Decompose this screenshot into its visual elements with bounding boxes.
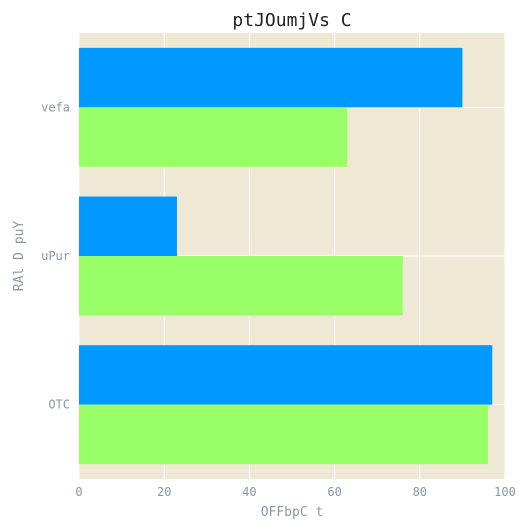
- bar-OTC-series-1: [79, 345, 493, 405]
- x-tick-label: 60: [327, 485, 341, 499]
- x-tick-label: 0: [75, 485, 82, 499]
- y-axis-label: RAl D puY: [12, 221, 27, 292]
- bar-vefa-series-1: [79, 47, 463, 108]
- x-tick-label: 20: [157, 485, 171, 499]
- x-axis-label: OFFbpC t: [261, 505, 324, 520]
- x-tick-label: 100: [494, 485, 516, 499]
- x-tick-label: 40: [242, 485, 256, 499]
- bar-uPur-series-2: [79, 256, 403, 316]
- bar-uPur-series-1: [79, 196, 177, 256]
- y-tick-label: uPur: [41, 249, 70, 263]
- bar-vefa-series-2: [79, 107, 348, 167]
- tick-labels: 0 20 40 60 80 100 vefa uPur OTC: [41, 100, 516, 499]
- x-tick-label: 80: [413, 485, 427, 499]
- bar-OTC-series-2: [79, 404, 488, 465]
- y-tick-label: vefa: [41, 100, 70, 114]
- y-tick-label: OTC: [48, 398, 70, 412]
- bars: [79, 47, 493, 465]
- chart-title: ptJOumjVs C: [232, 10, 351, 31]
